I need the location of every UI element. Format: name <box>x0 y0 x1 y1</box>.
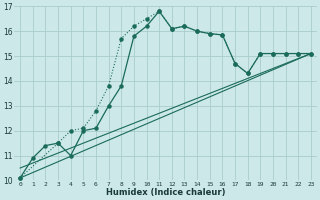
X-axis label: Humidex (Indice chaleur): Humidex (Indice chaleur) <box>106 188 225 197</box>
